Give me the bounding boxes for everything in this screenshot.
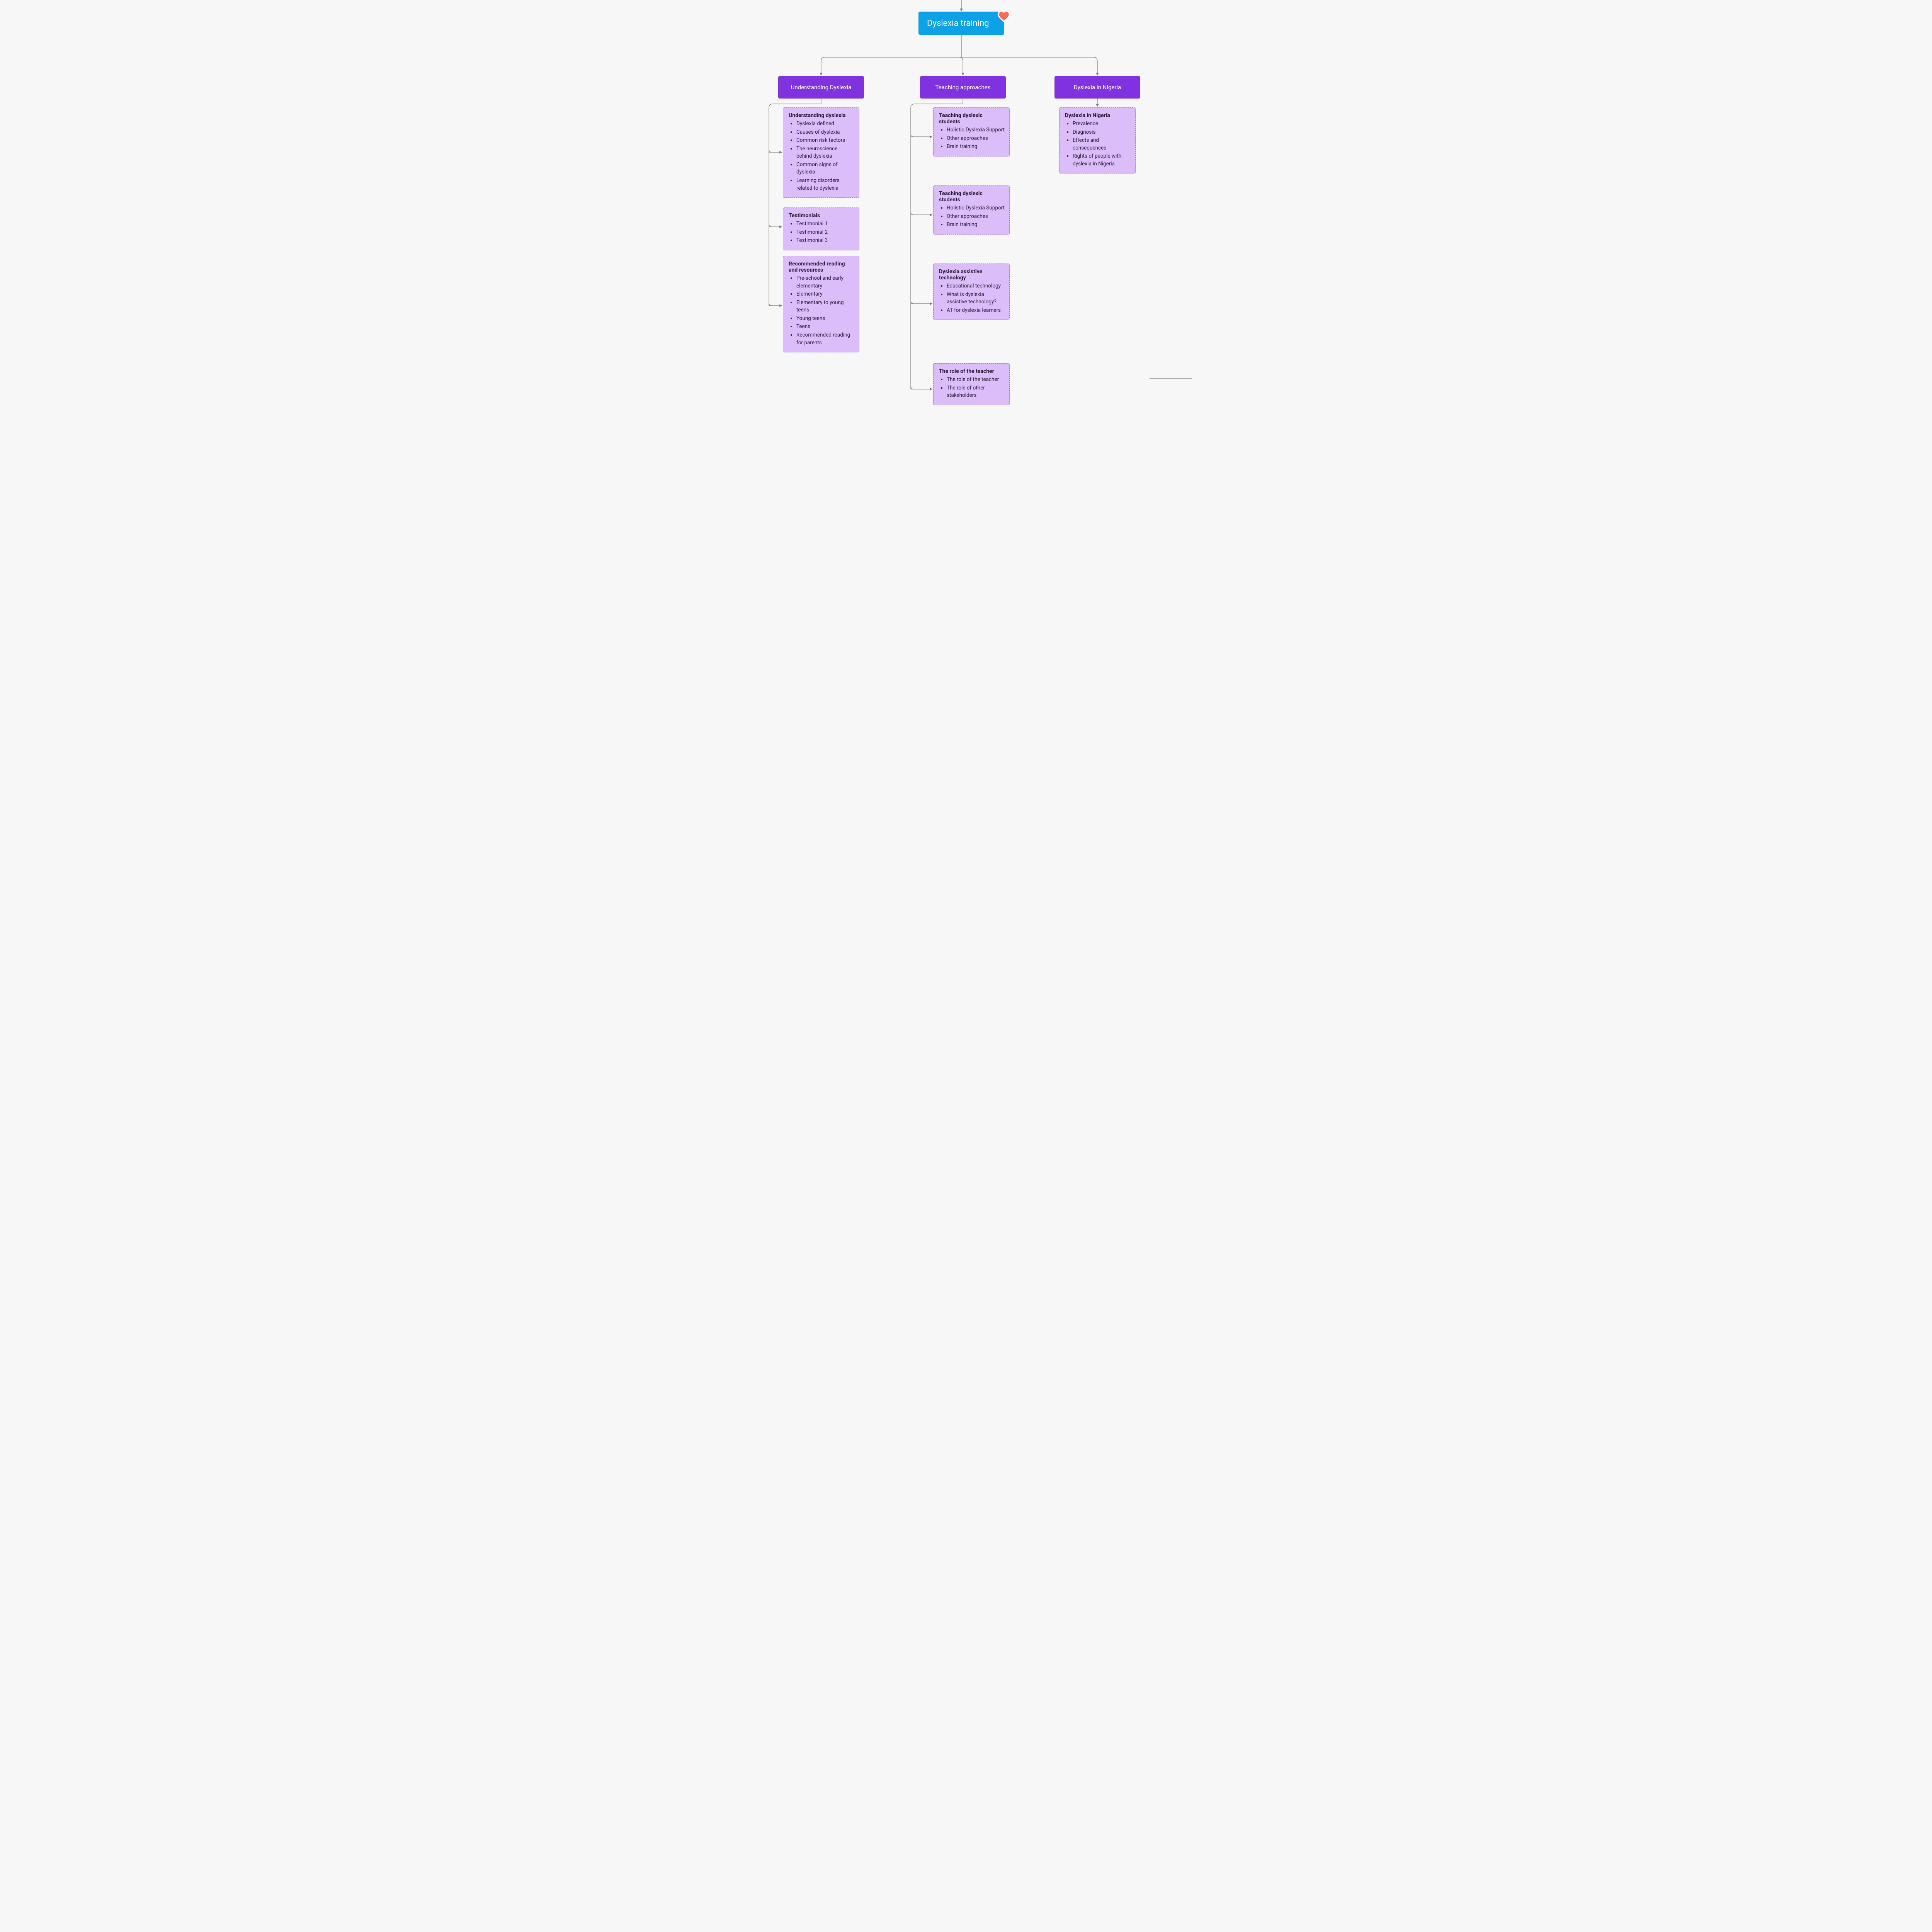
content-card[interactable]: Dyslexia in NigeriaPrevalenceDiagnosisEf… — [1059, 107, 1136, 173]
card-items: Testimonial 1Testimonial 2Testimonial 3 — [789, 220, 854, 245]
card-item: Testimonial 3 — [796, 237, 854, 245]
content-card[interactable]: Teaching dyslexic studentsHolistic Dysle… — [933, 107, 1010, 156]
card-item: Recommended reading for parents — [796, 332, 854, 347]
card-items: Educational technologyWhat is dyslexia a… — [939, 282, 1005, 314]
card-title: Understanding dyslexia — [789, 112, 854, 119]
root-label: Dyslexia training — [927, 19, 989, 28]
card-items: PrevalenceDiagnosisEffects and consequen… — [1065, 120, 1131, 168]
card-item: Prevalence — [1073, 120, 1131, 128]
card-item: The role of the teacher — [947, 376, 1005, 384]
card-items: Pre-school and early elementaryElementar… — [789, 275, 854, 347]
card-title: Teaching dyslexic students — [939, 190, 1005, 203]
branch-label: Teaching approaches — [935, 84, 991, 91]
card-items: Dyslexia definedCauses of dyslexiaCommon… — [789, 120, 854, 192]
content-card[interactable]: TestimonialsTestimonial 1Testimonial 2Te… — [783, 207, 859, 250]
card-title: Testimonials — [789, 213, 854, 219]
card-items: Holistic Dyslexia SupportOther approache… — [939, 204, 1005, 229]
branch-node[interactable]: Dyslexia in Nigeria — [1054, 76, 1140, 99]
content-card[interactable]: Teaching dyslexic studentsHolistic Dysle… — [933, 185, 1010, 235]
diagram-canvas: Dyslexia training Understanding Dyslexia… — [740, 0, 1192, 457]
card-item: Young teens — [796, 315, 854, 323]
branch-node[interactable]: Understanding Dyslexia — [778, 76, 864, 99]
card-item: Holistic Dyslexia Support — [947, 126, 1005, 134]
card-title: Dyslexia in Nigeria — [1065, 112, 1131, 119]
card-item: Diagnosis — [1073, 129, 1131, 136]
card-item: Effects and consequences — [1073, 137, 1131, 152]
card-item: Elementary to young teens — [796, 299, 854, 314]
card-item: Testimonial 2 — [796, 229, 854, 236]
card-item: Causes of dyslexia — [796, 129, 854, 136]
card-item: Common risk factors — [796, 137, 854, 145]
card-title: Recommended reading and resources — [789, 261, 854, 273]
card-item: Teens — [796, 323, 854, 331]
branch-label: Dyslexia in Nigeria — [1074, 84, 1121, 91]
card-item: Holistic Dyslexia Support — [947, 204, 1005, 212]
card-item: The neuroscience behind dyslexia — [796, 145, 854, 160]
card-item: Testimonial 1 — [796, 220, 854, 228]
card-title: Dyslexia assistive technology — [939, 269, 1005, 281]
card-item: Learning disorders related to dyslexia — [796, 177, 854, 192]
card-item: Elementary — [796, 291, 854, 298]
card-title: Teaching dyslexic students — [939, 112, 1005, 125]
card-item: Brain training — [947, 221, 1005, 229]
card-item: Brain training — [947, 143, 1005, 151]
card-item: Dyslexia defined — [796, 120, 854, 128]
content-card[interactable]: The role of the teacherThe role of the t… — [933, 363, 1010, 405]
card-items: The role of the teacherThe role of other… — [939, 376, 1005, 400]
card-item: Educational technology — [947, 282, 1005, 290]
card-items: Holistic Dyslexia SupportOther approache… — [939, 126, 1005, 151]
card-item: Common signs of dyslexia — [796, 161, 854, 176]
card-item: AT for dyslexia learners — [947, 307, 1005, 315]
branch-label: Understanding Dyslexia — [791, 84, 852, 91]
root-node[interactable]: Dyslexia training — [918, 12, 1004, 35]
branch-node[interactable]: Teaching approaches — [920, 76, 1006, 99]
content-card[interactable]: Understanding dyslexiaDyslexia definedCa… — [783, 107, 859, 198]
content-card[interactable]: Dyslexia assistive technologyEducational… — [933, 264, 1010, 320]
card-item: Other approaches — [947, 213, 1005, 221]
card-item: Rights of people with dyslexia in Nigeri… — [1073, 153, 1131, 168]
card-item: Other approaches — [947, 135, 1005, 143]
content-card[interactable]: Recommended reading and resources Pre-sch… — [783, 256, 859, 352]
card-item: Pre-school and early elementary — [796, 275, 854, 290]
heart-icon — [997, 9, 1011, 24]
card-title: The role of the teacher — [939, 368, 1005, 374]
card-item: The role of other stakeholders — [947, 384, 1005, 400]
card-item: What is dyslexia assistive technology? — [947, 291, 1005, 306]
